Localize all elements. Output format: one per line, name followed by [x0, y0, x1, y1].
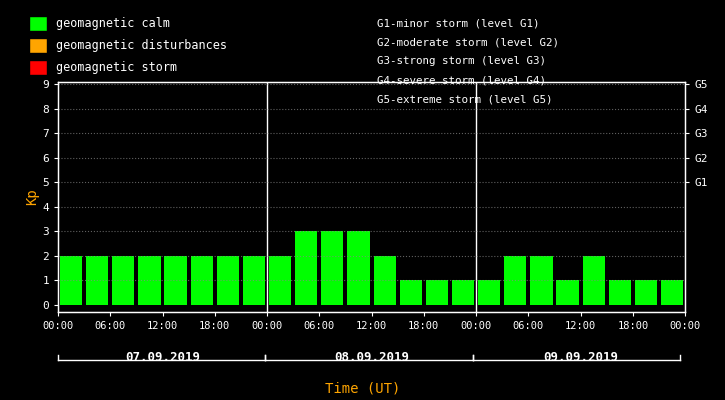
Text: G5-extreme storm (level G5): G5-extreme storm (level G5) — [377, 95, 552, 105]
Bar — [583, 256, 605, 305]
Bar — [399, 280, 422, 305]
Text: Time (UT): Time (UT) — [325, 382, 400, 396]
Bar — [60, 256, 82, 305]
Bar — [452, 280, 474, 305]
Bar — [138, 256, 160, 305]
Bar — [635, 280, 657, 305]
Bar — [165, 256, 187, 305]
Bar — [530, 256, 552, 305]
Bar — [478, 280, 500, 305]
Bar — [347, 231, 370, 305]
Text: 09.09.2019: 09.09.2019 — [543, 351, 618, 364]
Bar — [321, 231, 344, 305]
Bar — [373, 256, 396, 305]
Text: G1-minor storm (level G1): G1-minor storm (level G1) — [377, 18, 539, 28]
Text: geomagnetic disturbances: geomagnetic disturbances — [56, 39, 227, 52]
Text: geomagnetic calm: geomagnetic calm — [56, 17, 170, 30]
Bar — [243, 256, 265, 305]
Bar — [661, 280, 683, 305]
Bar — [295, 231, 318, 305]
Text: G3-strong storm (level G3): G3-strong storm (level G3) — [377, 56, 546, 66]
Bar — [112, 256, 134, 305]
Text: 07.09.2019: 07.09.2019 — [125, 351, 200, 364]
Text: 08.09.2019: 08.09.2019 — [334, 351, 409, 364]
Bar — [269, 256, 291, 305]
Bar — [426, 280, 448, 305]
Text: G2-moderate storm (level G2): G2-moderate storm (level G2) — [377, 37, 559, 47]
Bar — [191, 256, 213, 305]
Text: G4-severe storm (level G4): G4-severe storm (level G4) — [377, 76, 546, 86]
Bar — [504, 256, 526, 305]
Bar — [86, 256, 108, 305]
Text: geomagnetic storm: geomagnetic storm — [56, 61, 177, 74]
Bar — [556, 280, 579, 305]
Y-axis label: Kp: Kp — [25, 189, 39, 205]
Bar — [609, 280, 631, 305]
Bar — [217, 256, 239, 305]
